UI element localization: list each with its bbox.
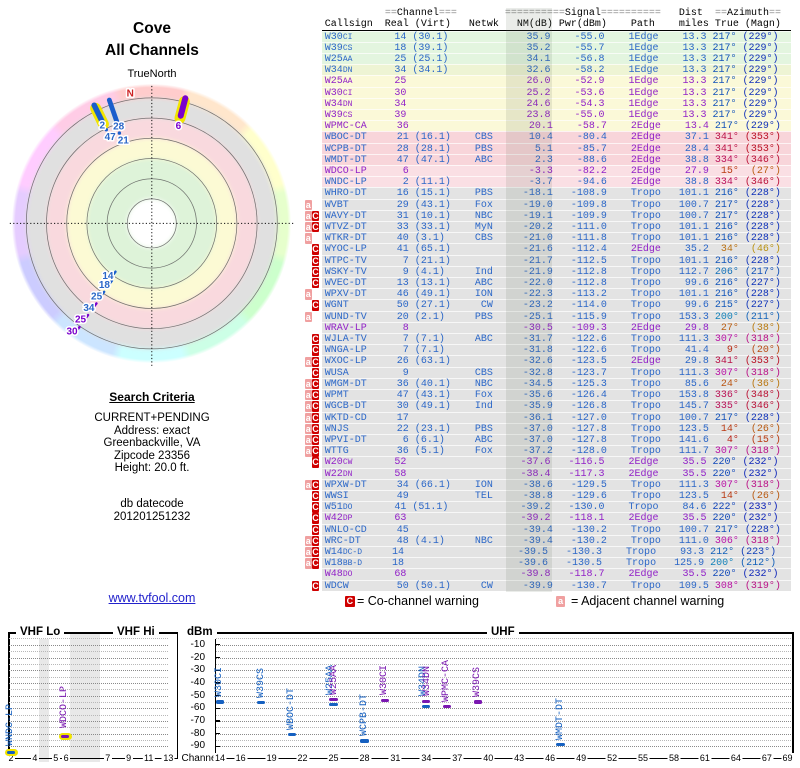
svg-text:34: 34 — [83, 303, 95, 314]
svg-text:25: 25 — [75, 315, 87, 326]
svg-text:47: 47 — [105, 132, 117, 143]
svg-text:30: 30 — [66, 327, 78, 338]
svg-text:21: 21 — [118, 136, 130, 147]
svg-text:28: 28 — [113, 122, 125, 133]
svg-text:14: 14 — [102, 271, 114, 282]
svg-text:6: 6 — [176, 121, 182, 132]
svg-text:N: N — [127, 89, 134, 100]
svg-text:18: 18 — [99, 280, 111, 291]
svg-text:25: 25 — [91, 291, 103, 302]
svg-text:2: 2 — [100, 120, 106, 131]
